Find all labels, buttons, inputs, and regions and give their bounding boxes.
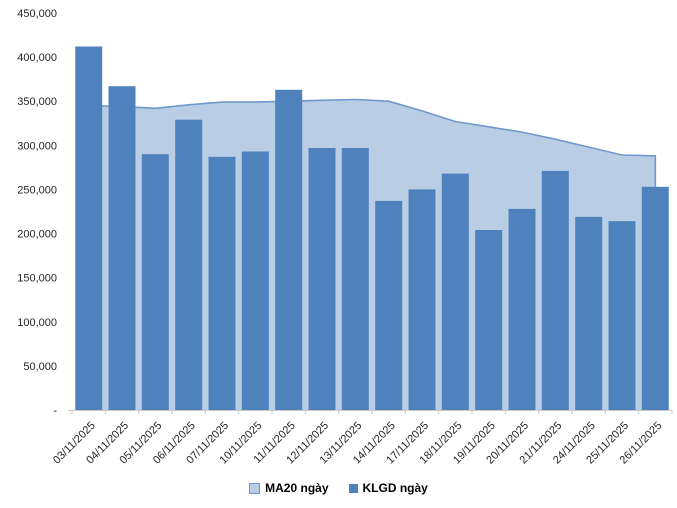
klgd-bar-19-11-2025: [475, 230, 503, 410]
klgd-bar-04-11-2025: [108, 86, 136, 410]
y-axis-label: 300,000: [17, 140, 57, 152]
klgd-bar-17-11-2025: [408, 189, 436, 410]
klgd-bar-03-11-2025: [75, 46, 103, 410]
klgd-bar-18-11-2025: [441, 173, 469, 410]
klgd-bar-13-11-2025: [341, 148, 369, 410]
klgd-bar-20-11-2025: [508, 208, 536, 410]
klgd-bar-25-11-2025: [608, 221, 636, 410]
klgd-bar-14-11-2025: [375, 200, 403, 410]
y-axis-label: 400,000: [17, 52, 57, 64]
legend-item-ma20: MA20 ngày: [249, 481, 329, 495]
legend-item-klgd: KLGD ngày: [348, 481, 428, 495]
klgd-bar-10-11-2025: [241, 151, 269, 410]
klgd-bar-26-11-2025: [641, 186, 669, 410]
y-axis-label: 200,000: [17, 229, 57, 241]
klgd-bar-05-11-2025: [141, 154, 169, 410]
ma20-line: [87, 98, 657, 410]
y-axis-label: -: [53, 405, 57, 417]
klgd-swatch-icon: [348, 483, 358, 493]
klgd-bar-06-11-2025: [175, 119, 203, 410]
legend-label-ma20: MA20 ngày: [265, 481, 329, 495]
y-axis-label: 50,000: [23, 361, 57, 373]
klgd-bar-11-11-2025: [275, 89, 303, 411]
klgd-bar-21-11-2025: [541, 170, 569, 410]
klgd-bar-24-11-2025: [575, 216, 603, 410]
y-axis-label: 250,000: [17, 184, 57, 196]
y-axis-label: 150,000: [17, 273, 57, 285]
y-axis-label: 450,000: [17, 8, 57, 20]
klgd-bar-12-11-2025: [308, 148, 336, 410]
chart-canvas: - 50,000 100,000 150,000 200,000 250,000 300,0…: [17, 8, 673, 466]
y-axis-label: 350,000: [17, 96, 57, 108]
legend-label-klgd: KLGD ngày: [362, 481, 428, 495]
chart-legend: MA20 ngày KLGD ngày: [0, 481, 677, 495]
y-axis-label: 100,000: [17, 317, 57, 329]
ma20-swatch-icon: [249, 482, 261, 494]
klgd-bar-07-11-2025: [208, 156, 236, 410]
ma20-area: [88, 99, 656, 410]
